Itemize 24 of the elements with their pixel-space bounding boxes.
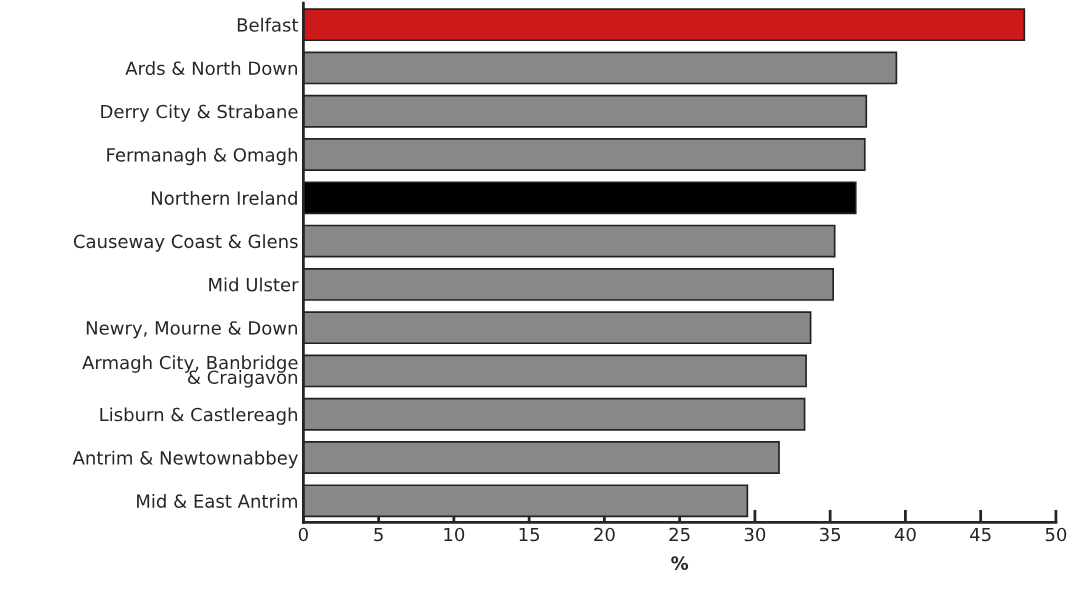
y-tick-label: Causeway Coast & Glens	[73, 234, 298, 252]
x-tick-label: 15	[519, 527, 540, 542]
x-tick-label: 0	[298, 527, 308, 542]
y-tick-label: Lisburn & Castlereagh	[100, 407, 297, 425]
y-tick-label: Antrim & Newtownabbey	[72, 450, 298, 469]
y-tick-label: Fermanagh & Omagh	[107, 147, 297, 166]
y-tick-label: Belfast	[237, 17, 299, 32]
y-tick-label: Mid & East Antrim	[137, 493, 297, 508]
x-tick-label: 25	[669, 527, 690, 542]
x-tick-label: 40	[894, 527, 916, 542]
x-tick-label: 35	[820, 527, 841, 542]
y-tick-label: Armagh City, Banbridge & Craigavon	[82, 355, 298, 388]
x-tick-label: 10	[444, 527, 465, 542]
x-tick-label: 30	[744, 527, 766, 542]
x-tick-label: 50	[1045, 527, 1067, 542]
y-tick-label: Newry, Mourne & Down	[86, 321, 297, 339]
x-tick-label: 45	[970, 527, 991, 542]
y-tick-label: Mid Ulster	[209, 277, 299, 292]
x-tick-label: 20	[594, 527, 615, 542]
x-axis-title: %	[671, 556, 689, 570]
y-tick-label: Northern Ireland	[151, 190, 297, 205]
y-tick-label: Derry City & Strabane	[101, 104, 298, 122]
y-tick-label: Ards & North Down	[125, 61, 297, 76]
x-tick-label: 5	[374, 527, 383, 542]
